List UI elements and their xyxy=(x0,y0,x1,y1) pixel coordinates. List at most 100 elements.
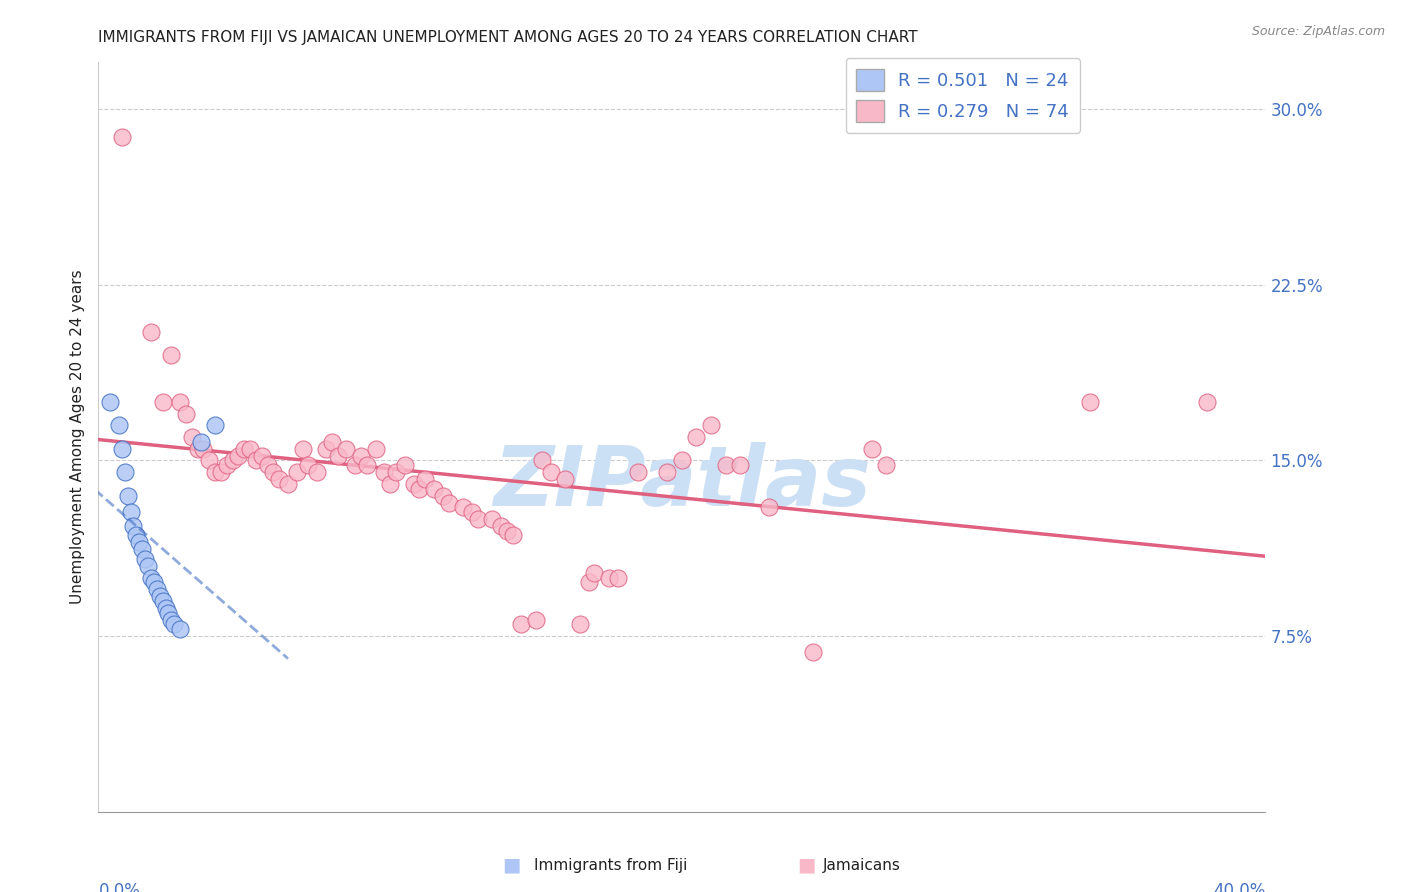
Point xyxy=(117,489,139,503)
Point xyxy=(380,476,402,491)
Point xyxy=(204,465,226,479)
Point xyxy=(860,442,883,456)
Text: Immigrants from Fiji: Immigrants from Fiji xyxy=(534,858,688,872)
Point xyxy=(875,458,897,473)
Point xyxy=(142,575,165,590)
Point xyxy=(714,458,737,473)
Point xyxy=(114,465,136,479)
Point xyxy=(155,601,177,615)
Point xyxy=(98,395,121,409)
Point xyxy=(120,505,142,519)
Point xyxy=(245,453,267,467)
Point xyxy=(204,418,226,433)
Point xyxy=(554,472,576,486)
Point xyxy=(385,465,408,479)
Point xyxy=(285,465,308,479)
Point xyxy=(496,524,519,538)
Point xyxy=(221,453,243,467)
Point xyxy=(373,465,395,479)
Point xyxy=(277,476,299,491)
Point xyxy=(524,613,547,627)
Text: Source: ZipAtlas.com: Source: ZipAtlas.com xyxy=(1251,25,1385,38)
Point xyxy=(461,505,484,519)
Point xyxy=(190,434,212,449)
Point xyxy=(1195,395,1218,409)
Point xyxy=(540,465,562,479)
Point xyxy=(262,465,284,479)
Point xyxy=(198,453,221,467)
Point xyxy=(209,465,232,479)
Point xyxy=(131,542,153,557)
Point xyxy=(152,594,174,608)
Point xyxy=(239,442,262,456)
Point xyxy=(1080,395,1102,409)
Point xyxy=(657,465,679,479)
Point xyxy=(146,582,169,597)
Point xyxy=(250,449,273,463)
Point xyxy=(606,571,628,585)
Text: ■: ■ xyxy=(502,855,520,875)
Point xyxy=(291,442,314,456)
Point xyxy=(163,617,186,632)
Point xyxy=(269,472,291,486)
Point xyxy=(700,418,723,433)
Point xyxy=(297,458,319,473)
Point xyxy=(157,606,180,620)
Text: 40.0%: 40.0% xyxy=(1213,882,1265,892)
Point xyxy=(510,617,533,632)
Point xyxy=(326,449,349,463)
Point xyxy=(671,453,693,467)
Point xyxy=(136,558,159,573)
Point xyxy=(233,442,256,456)
Point xyxy=(256,458,278,473)
Point xyxy=(315,442,337,456)
Point xyxy=(160,348,183,362)
Point xyxy=(152,395,174,409)
Point xyxy=(111,442,134,456)
Point xyxy=(467,512,489,526)
Point xyxy=(432,489,454,503)
Point xyxy=(215,458,238,473)
Point xyxy=(481,512,503,526)
Point xyxy=(578,575,600,590)
Point xyxy=(350,449,373,463)
Y-axis label: Unemployment Among Ages 20 to 24 years: Unemployment Among Ages 20 to 24 years xyxy=(69,269,84,605)
Point xyxy=(139,571,162,585)
Point xyxy=(344,458,367,473)
Point xyxy=(307,465,329,479)
Point xyxy=(437,495,460,509)
Point xyxy=(530,453,553,467)
Point xyxy=(489,519,512,533)
Point xyxy=(408,482,430,496)
Text: ZIPatlas: ZIPatlas xyxy=(494,442,870,523)
Point xyxy=(180,430,202,444)
Point xyxy=(413,472,436,486)
Point xyxy=(169,622,191,636)
Point xyxy=(423,482,446,496)
Text: Jamaicans: Jamaicans xyxy=(823,858,900,872)
Point xyxy=(122,519,145,533)
Point xyxy=(321,434,343,449)
Point xyxy=(356,458,378,473)
Text: IMMIGRANTS FROM FIJI VS JAMAICAN UNEMPLOYMENT AMONG AGES 20 TO 24 YEARS CORRELAT: IMMIGRANTS FROM FIJI VS JAMAICAN UNEMPLO… xyxy=(98,29,918,45)
Point xyxy=(758,500,780,515)
Point xyxy=(108,418,131,433)
Point xyxy=(111,130,134,145)
Point xyxy=(169,395,191,409)
Point xyxy=(187,442,209,456)
Point xyxy=(730,458,752,473)
Point xyxy=(193,442,215,456)
Point xyxy=(139,325,162,339)
Legend: R = 0.501   N = 24, R = 0.279   N = 74: R = 0.501 N = 24, R = 0.279 N = 74 xyxy=(845,58,1080,133)
Point xyxy=(568,617,591,632)
Point xyxy=(149,590,172,604)
Point xyxy=(583,566,606,580)
Point xyxy=(160,613,183,627)
Point xyxy=(125,528,148,542)
Point xyxy=(335,442,357,456)
Point xyxy=(502,528,524,542)
Point xyxy=(801,646,824,660)
Point xyxy=(598,571,620,585)
Point xyxy=(364,442,387,456)
Point xyxy=(627,465,650,479)
